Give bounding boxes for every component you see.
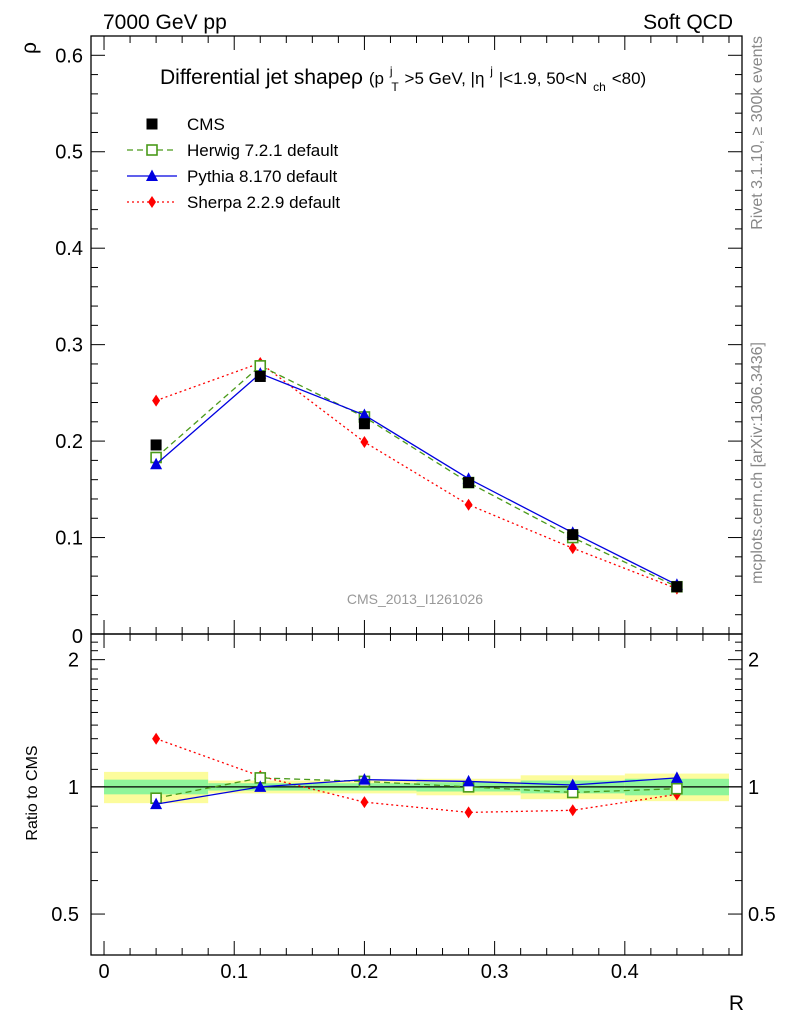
y-tick-label-top: 0.6 [55,45,83,67]
ratio-point-pythia-2 [358,773,371,785]
ratio-point-herwig-5 [671,782,683,795]
header-left: 7000 GeV pp [103,11,227,34]
ratio-point-pythia-1 [254,780,267,792]
y-axis-label-top: ρ [18,42,41,54]
x-tick-label: 0.2 [351,961,379,983]
title-sup-j1: j [389,64,393,78]
x-tick-label: 0.4 [611,961,639,983]
mcplots-label: mcplots.cern.ch [arXiv:1306.3436] [749,342,766,584]
ratio-point-sherpa-3 [464,806,473,819]
y-tick-label-ratio: 0.5 [51,904,79,926]
y-tick-label-top: 0.3 [55,335,83,357]
legend: CMS Herwig 7.2.1 default Pythia 8.170 defa… [127,115,340,212]
ratio-point-pythia-3 [462,774,475,787]
legend-label-cms: CMS [187,115,225,134]
x-tick-label: 0 [98,961,109,983]
y-tick-label-top-zero: 0 [72,626,83,648]
ratio-point-pythia-4 [566,778,579,791]
point-sherpa-4 [568,542,577,555]
title-cut-open: (p [369,69,384,88]
title-cut-close: <80) [612,69,647,88]
y-tick-label-top: 0.5 [55,142,83,164]
top-panel-series [150,356,683,595]
title-sub-T: T [391,80,399,94]
y-tick-label-top: 0.4 [55,238,83,260]
legend-label-herwig: Herwig 7.2.1 default [187,141,338,160]
chart-title: Differential jet shapeρ (p j T >5 GeV, |… [160,57,646,96]
title-sup-j2: j [489,64,493,78]
legend-marker-cms [146,118,158,130]
x-axis-label: R [729,992,744,1015]
ratio-point-sherpa-4 [568,804,577,817]
point-cms-4 [567,529,579,541]
title-main: Differential jet shapeρ [160,66,363,89]
y-tick-label-top: 0.2 [55,431,83,453]
x-tick-label: 0.1 [220,961,248,983]
top-panel-frame: 0.1 0.2 0.3 0.4 0.5 0.6 0 [55,35,743,648]
legend-label-sherpa: Sherpa 2.2.9 default [187,193,340,212]
watermark: CMS_2013_I1261026 [347,591,483,607]
series-line-pythia [155,372,678,586]
y-tick-label-ratio-right: 0.5 [748,904,776,926]
ratio-panel-frame: 0 0.1 0.2 0.3 0.4 0.5 0.5 1 1 2 2 [51,633,776,983]
legend-marker-sherpa [148,196,156,208]
ratio-uncertainty-bands [104,771,729,804]
y-tick-label-top: 0.1 [55,528,83,550]
legend-marker-pythia [146,169,158,181]
ratio-line-herwig [155,777,677,799]
point-pythia-2 [358,408,371,421]
point-pythia-0 [150,457,163,470]
y-tick-label-ratio: 2 [68,650,79,672]
point-cms-5 [671,581,683,593]
ratio-point-pythia-0 [150,797,163,810]
ratio-line-sherpa [155,738,677,814]
legend-marker-herwig [146,144,158,156]
point-sherpa-3 [464,498,473,511]
ratio-point-sherpa-2 [360,796,369,809]
title-cut-eta: |<1.9, 50<N [499,69,588,88]
point-cms-0 [150,439,162,451]
point-sherpa-0 [152,394,161,407]
ratio-line-pythia [155,777,677,805]
y-axis-label-ratio: Ratio to CMS [24,745,41,840]
point-cms-1 [254,370,266,382]
title-cut-pt: >5 GeV, |η [405,69,485,88]
point-sherpa-2 [360,436,369,449]
point-cms-2 [358,418,370,430]
ratio-panel-series [150,732,683,819]
rivet-label: Rivet 3.1.10, ≥ 300k events [749,36,766,230]
x-tick-label: 0.3 [481,961,509,983]
ratio-point-pythia-5 [670,771,683,783]
title-sub-ch: ch [593,80,606,94]
series-line-herwig [155,365,678,588]
legend-label-pythia: Pythia 8.170 default [187,167,338,186]
y-tick-label-ratio: 1 [68,777,79,799]
y-tick-label-ratio-right: 2 [748,650,759,672]
y-tick-label-ratio-right: 1 [748,777,759,799]
point-cms-3 [463,477,475,489]
ratio-point-sherpa-0 [152,732,161,745]
header-right: Soft QCD [643,11,733,34]
